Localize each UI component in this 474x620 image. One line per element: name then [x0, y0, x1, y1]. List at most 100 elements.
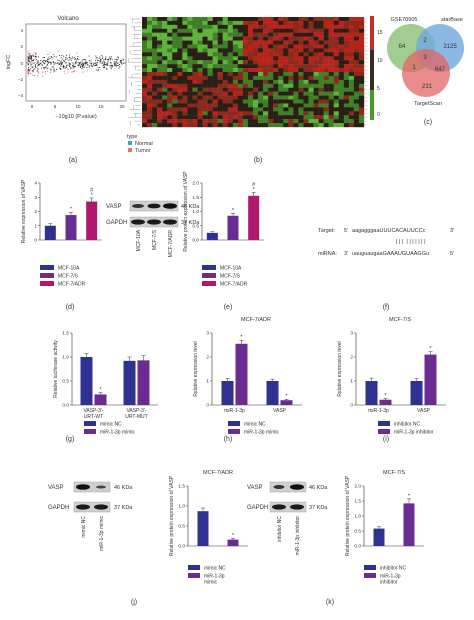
heatmap-cell	[162, 79, 168, 84]
heatmap-cell	[318, 32, 324, 37]
heatmap-cell	[333, 44, 339, 49]
heatmap-cell	[167, 99, 173, 104]
chart-k-bar	[373, 528, 385, 546]
heatmap-cell	[192, 95, 198, 100]
heatmap-cell	[348, 68, 355, 73]
chart-h-y-tick-label: 2	[206, 355, 209, 361]
western-k-band-gapdh-2	[290, 504, 304, 510]
heatmap-cell	[232, 115, 239, 120]
panel-label-a: (a)	[69, 157, 78, 164]
heatmap-cell	[197, 79, 203, 84]
heatmap-cell	[182, 24, 188, 29]
heatmap-cell	[278, 79, 284, 84]
heatmap-cell	[343, 83, 350, 88]
volcano-point	[117, 56, 119, 58]
heatmap-cell	[343, 24, 350, 29]
heatmap-cell	[172, 79, 178, 84]
volcano-point	[73, 57, 75, 59]
heatmap-cell	[273, 60, 279, 65]
volcano-point	[65, 57, 67, 59]
western-blot-e: VASP GAPDH 46 KDa 37 KDa MCF-10A MCF-7/S…	[106, 200, 200, 257]
volcano-point	[35, 67, 37, 69]
heatmap-cell	[217, 36, 223, 41]
heatmap-cell	[162, 24, 168, 29]
volcano-point	[37, 56, 40, 58]
heatmap-cell	[278, 60, 284, 65]
volcano-point	[41, 64, 43, 66]
western-e-kda-vasp: 46 KDa	[181, 204, 200, 210]
heatmap-cell	[167, 91, 173, 96]
heatmap-cell	[338, 44, 345, 49]
heatmap-cell	[237, 56, 244, 61]
heatmap-cell	[227, 75, 234, 81]
volcano-point	[111, 64, 114, 66]
heatmap-cell	[298, 79, 304, 84]
volcano-point	[52, 66, 54, 68]
heatmap-cell	[318, 79, 324, 84]
heatmap-cell	[162, 60, 168, 65]
heatmap-cell	[283, 28, 289, 33]
volcano-point	[27, 59, 29, 61]
heatmap-cell	[308, 79, 314, 84]
heatmap-cell	[207, 75, 213, 81]
heatmap-cell	[338, 20, 345, 26]
heatmap-cell	[313, 64, 319, 69]
heatmap-cell	[358, 68, 365, 73]
chart-e-legend-label: MCF-7/ADR	[220, 282, 248, 288]
heatmap-cell	[227, 103, 234, 108]
volcano-point	[99, 60, 101, 62]
heatmap-cell	[247, 75, 254, 81]
volcano-point	[29, 54, 31, 56]
heatmap-cell	[172, 72, 178, 77]
heatmap-cell	[192, 24, 198, 29]
volcano-point	[104, 61, 106, 63]
chart-k-bar	[403, 503, 415, 546]
volcano-point	[37, 60, 39, 62]
heatmap-cell	[318, 68, 324, 73]
heatmap-cell	[157, 28, 163, 33]
heatmap-cell	[172, 17, 178, 22]
heatmap-cell	[353, 20, 360, 26]
heatmap-cell	[172, 60, 178, 65]
heatmap-cell	[293, 36, 299, 41]
heatmap-cell	[227, 56, 234, 61]
volcano-point	[97, 70, 99, 72]
heatmap-cell	[157, 48, 163, 53]
heatmap-cell	[157, 68, 163, 73]
heatmap-cell	[308, 72, 314, 77]
volcano-point	[69, 58, 71, 60]
chart-j-legend-swatch	[188, 573, 200, 578]
heatmap-cell	[273, 123, 279, 128]
volcano-point	[46, 64, 48, 66]
heatmap-cell	[162, 52, 168, 57]
volcano-point	[49, 71, 51, 73]
heatmap-cell	[182, 36, 188, 41]
heatmap-cell	[177, 56, 183, 61]
chart-h-x-tick-label: miR-1-3p	[224, 408, 245, 414]
heatmap-cell	[288, 99, 294, 104]
heatmap-cell	[348, 24, 355, 29]
heatmap-cell	[147, 115, 153, 120]
heatmap-cell	[232, 68, 239, 73]
heatmap-cell	[242, 20, 249, 26]
heatmap-cell	[333, 36, 339, 41]
heatmap-cell	[172, 36, 178, 41]
volcano-point	[27, 70, 29, 72]
heatmap-cell	[232, 56, 239, 61]
western-k-kda-gapdh: 37 KDa	[309, 505, 328, 511]
volcano-point	[41, 67, 43, 69]
volcano-ytick-1: 4	[20, 28, 23, 33]
heatmap-cell	[182, 115, 188, 120]
heatmap-cell	[268, 28, 274, 33]
heatmap-cell	[197, 32, 203, 37]
heatmap-cell	[217, 123, 223, 128]
volcano-point	[52, 53, 54, 55]
volcano-point	[69, 64, 71, 66]
heatmap-cell	[338, 28, 345, 33]
heatmap-cell	[192, 28, 198, 33]
heatmap-cell	[283, 17, 289, 22]
volcano-point	[36, 56, 38, 58]
volcano-point	[47, 53, 49, 55]
heatmap-cell	[318, 103, 324, 108]
volcano-point	[65, 61, 67, 63]
